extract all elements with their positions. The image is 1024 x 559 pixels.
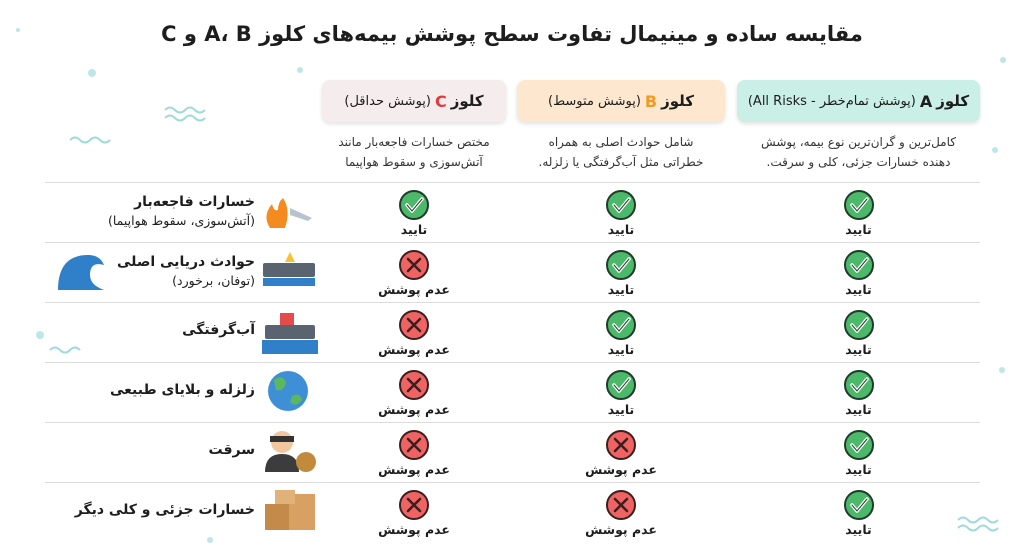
clause-letter: B (644, 91, 658, 111)
column-description: کامل‌ترین و گران‌ترین نوع بیمه، پوشش دهند… (737, 132, 980, 172)
row-label: حوادث دریایی اصلی (توفان، برخورد) (55, 254, 255, 288)
row-divider (45, 482, 980, 483)
row-subtitle: (آتش‌سوزی، سقوط هواپیما) (108, 213, 255, 228)
column-description: مختص خسارات فاجعه‌بار مانند آتش‌سوزی و سق… (322, 132, 506, 172)
row-title: خسارات فاجعه‌بار (134, 194, 255, 210)
icon-boxes (265, 490, 315, 530)
check-icon (606, 370, 636, 400)
cell-status: تایید (607, 282, 635, 297)
description-line: آتش‌سوزی و سقوط هواپیما (345, 155, 483, 169)
check-icon (606, 250, 636, 280)
description-line: کامل‌ترین و گران‌ترین نوع بیمه، پوشش (761, 135, 956, 149)
row-divider (45, 182, 980, 183)
column-header: کلوز A (پوشش تمام‌خطر - All Risks) (737, 80, 980, 122)
row-label: خسارات فاجعه‌بار (آتش‌سوزی، سقوط هواپیما) (55, 194, 255, 228)
cross-icon (399, 490, 429, 520)
check-icon (399, 190, 429, 220)
row-title: زلزله و بلایای طبیعی (109, 382, 255, 398)
cross-icon (399, 370, 429, 400)
clause-letter: A (919, 91, 933, 111)
title: مقایسه ساده و مینیمال تفاوت سطح پوشش بیم… (161, 22, 863, 46)
cell-status: عدم پوشش (378, 282, 450, 297)
column-description: شامل حوادث اصلی به همراه خطراتی مثل آب‌گر… (517, 132, 725, 172)
clause-note: (پوشش حداقل) (344, 93, 431, 109)
row-title: خسارات جزئی و کلی دیگر (74, 502, 255, 518)
check-icon (843, 430, 874, 460)
cell-status: عدم پوشش (585, 522, 657, 537)
cross-icon (399, 430, 429, 460)
row-label: زلزله و بلایای طبیعی (55, 382, 255, 398)
cross-icon (606, 490, 636, 520)
description-line: دهنده خسارات جزئی، کلی و سرقت. (766, 155, 951, 169)
cell-status: تایید (845, 462, 872, 477)
clause-word: کلوز (450, 92, 484, 110)
check-icon (843, 310, 874, 340)
description-line: شامل حوادث اصلی به همراه (548, 135, 694, 149)
row-label: خسارات جزئی و کلی دیگر (55, 502, 255, 518)
column-header: کلوز B (پوشش متوسط) (517, 80, 725, 122)
cell-status: تایید (607, 402, 635, 417)
cell-status: تایید (845, 282, 872, 297)
clause-note: (پوشش تمام‌خطر - All Risks) (747, 93, 916, 109)
row-divider (45, 302, 980, 303)
cell-status: تایید (607, 222, 635, 237)
cell-status: تایید (845, 522, 872, 537)
check-icon (843, 190, 874, 220)
clause-note: (پوشش متوسط) (548, 93, 641, 109)
row-divider (45, 422, 980, 423)
clause-word: کلوز (661, 92, 695, 110)
icon-earth (268, 371, 308, 411)
row-label: سرقت (55, 442, 255, 458)
icon-flood (262, 313, 318, 354)
row-divider (45, 362, 980, 363)
cell-status: تایید (607, 342, 635, 357)
cell-status: عدم پوشش (378, 462, 450, 477)
icon-fire-plane (266, 198, 312, 228)
cell-status: تایید (845, 402, 872, 417)
cross-icon (399, 310, 429, 340)
description-line: مختص خسارات فاجعه‌بار مانند (338, 135, 490, 149)
cell-status: تایید (400, 222, 428, 237)
cross-icon (399, 250, 429, 280)
column-header: کلوز C (پوشش حداقل) (322, 80, 506, 122)
cell-status: عدم پوشش (585, 462, 657, 477)
cell-status: عدم پوشش (378, 342, 450, 357)
clause-letter: C (434, 91, 447, 111)
row-title: حوادث دریایی اصلی (116, 254, 255, 270)
row-divider (45, 242, 980, 243)
check-icon (843, 250, 874, 280)
row-title: آب‌گرفتگی (182, 322, 255, 338)
cell-status: تایید (845, 342, 872, 357)
check-icon (843, 490, 874, 520)
row-title: سرقت (208, 442, 255, 458)
icon-wave-ship (58, 252, 315, 290)
check-icon (606, 190, 636, 220)
cross-icon (606, 430, 636, 460)
clause-word: کلوز (936, 92, 970, 110)
cell-status: تایید (845, 222, 872, 237)
icon-thief (265, 431, 316, 472)
row-label: آب‌گرفتگی (55, 322, 255, 338)
check-icon (606, 310, 636, 340)
check-icon (843, 370, 874, 400)
cell-status: عدم پوشش (378, 522, 450, 537)
cell-status: عدم پوشش (378, 402, 450, 417)
row-subtitle: (توفان، برخورد) (172, 273, 255, 288)
description-line: خطراتی مثل آب‌گرفتگی یا زلزله. (538, 155, 704, 169)
